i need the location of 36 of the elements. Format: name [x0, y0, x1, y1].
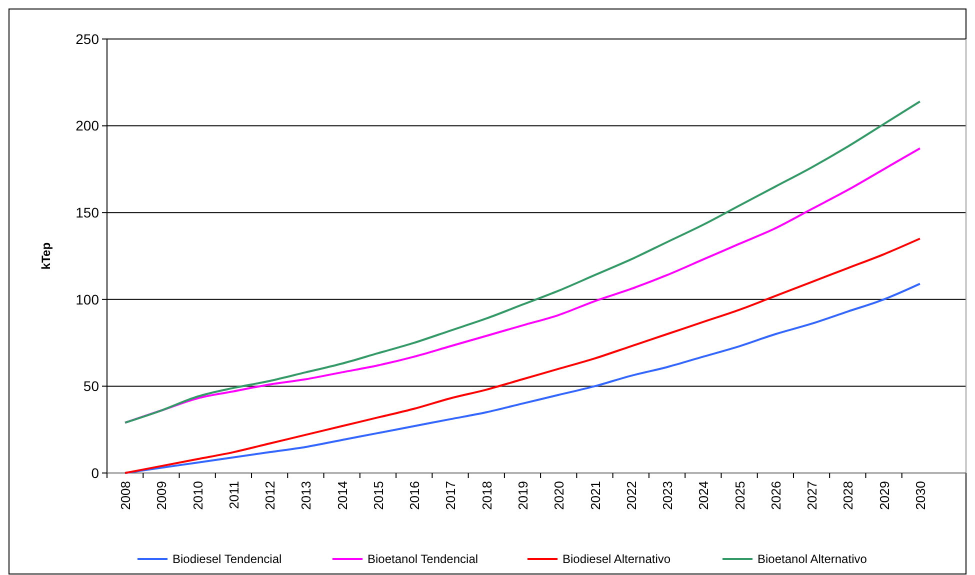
x-tick-label: 2024 [696, 481, 712, 510]
x-tick-label: 2009 [154, 481, 170, 510]
x-tick-label: 2028 [840, 481, 856, 510]
x-tick-label: 2016 [407, 481, 422, 510]
line-series [124, 282, 921, 474]
y-tick-label: 50 [83, 378, 100, 394]
x-tick-label: 2014 [334, 481, 350, 510]
line-series [124, 238, 921, 474]
x-tick-label: 2029 [876, 481, 892, 510]
y-tick-label: 200 [76, 118, 100, 134]
x-tick-label: 2017 [443, 481, 458, 510]
x-tick-label: 2025 [732, 481, 748, 510]
y-tick-label: 250 [76, 30, 100, 47]
y-tick-label: 150 [76, 204, 100, 220]
legend-label: Bioetanol Tendencial [368, 552, 478, 566]
x-tick-label: 2018 [479, 481, 494, 510]
x-tick-label: 2022 [624, 481, 639, 510]
y-tick-label: 0 [91, 464, 100, 481]
x-tick-label: 2020 [552, 481, 567, 510]
y-axis-title: kTep [39, 242, 53, 270]
legend-label: Bioetanol Alternativo [758, 552, 868, 566]
x-tick-label: 2023 [660, 481, 676, 510]
x-tick-label: 2021 [588, 481, 603, 510]
x-tick-label: 2012 [262, 481, 278, 510]
x-tick-label: 2011 [226, 481, 242, 509]
x-tick-label: 2026 [768, 481, 784, 510]
x-tick-label: 2010 [190, 481, 206, 510]
x-tick-label: 2015 [370, 481, 386, 510]
y-tick-label: 100 [76, 291, 100, 308]
x-tick-label: 2019 [516, 481, 530, 510]
x-tick-label: 2030 [912, 481, 928, 510]
x-tick-label: 2027 [804, 481, 820, 510]
x-tick-label: 2008 [118, 481, 134, 510]
legend-label: Biodiesel Alternativo [562, 552, 671, 566]
x-tick-label: 2013 [298, 481, 314, 510]
legend-label: Biodiesel Tendencial [172, 552, 282, 566]
